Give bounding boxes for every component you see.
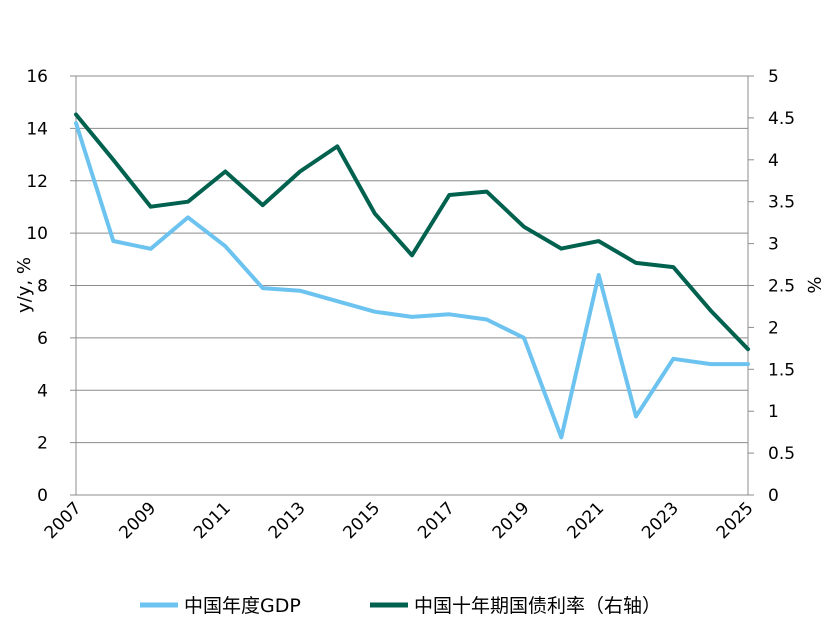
left-y-tick-label: 2 [37,434,48,454]
x-tick-labels: 2007 2009 2011 2013 2015 2017 2019 2021 2023 2025 [41,498,758,543]
legend: 中国年度GDP 中国十年期国债利率（右轴） [140,595,661,617]
legend-label-bond-yield: 中国十年期国债利率（右轴） [414,595,661,617]
left-y-tick-label: 6 [37,329,48,349]
left-y-tick-label: 14 [26,119,48,139]
gridlines [76,75,748,496]
x-tick-label: 2013 [265,498,310,543]
right-y-tick-label: 4.5 [768,109,795,129]
x-tick-label: 2019 [489,498,534,543]
right-y-tick-label: 2.5 [768,277,795,297]
right-y-tick-label: 2 [768,318,779,338]
left-y-tick-label: 0 [37,486,48,506]
left-y-tick-label: 8 [37,277,48,297]
right-axis-title: % [803,276,824,293]
legend-label-gdp: 中国年度GDP [184,595,301,617]
series-lines [74,112,750,440]
right-y-tick-label: 1.5 [768,360,795,380]
gdp-line [74,121,750,440]
right-y-tick-label: 3 [768,235,779,255]
x-tick-label: 2015 [339,498,384,543]
right-y-tick-label: 4 [768,151,779,171]
right-y-tick-label: 0.5 [768,444,795,464]
left-y-tick-label: 16 [26,67,48,87]
left-axis-title: y/y, % [14,257,35,313]
left-y-tick-label: 12 [26,172,48,192]
right-y-tick-labels: 0 0.5 1 1.5 2 2.5 3 3.5 4 4.5 5 [768,67,795,506]
x-tick-label: 2011 [190,498,235,543]
x-tick-label: 2021 [563,498,608,543]
right-y-tick-label: 3.5 [768,193,795,213]
x-tick-label: 2025 [713,498,758,543]
axes [70,75,754,496]
right-y-tick-label: 1 [768,402,779,422]
bond-yield-line [74,112,750,352]
left-y-tick-label: 10 [26,224,48,244]
x-tick-label: 2017 [414,498,459,543]
right-y-tick-label: 0 [768,486,779,506]
x-tick-label: 2023 [638,498,683,543]
x-tick-label: 2009 [115,498,160,543]
left-y-tick-label: 4 [37,381,48,401]
left-y-tick-labels: 0 2 4 6 8 10 12 14 16 [26,67,48,506]
right-y-tick-label: 5 [768,67,779,87]
